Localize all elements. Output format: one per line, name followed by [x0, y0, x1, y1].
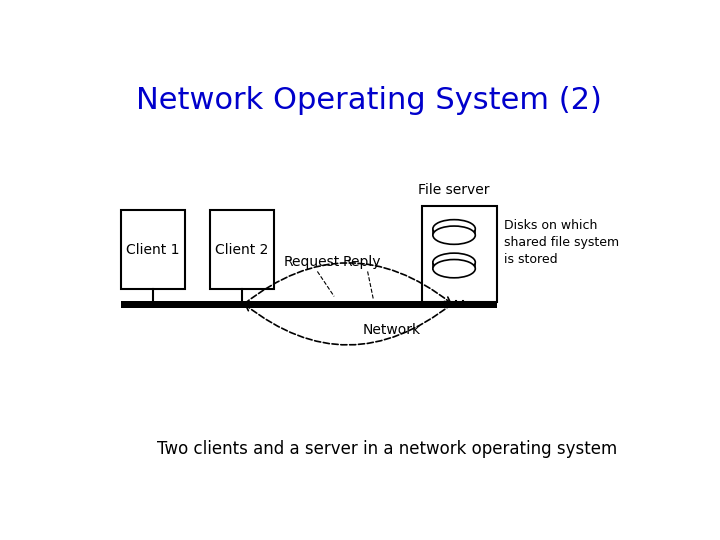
Text: Disks on which
shared file system
is stored: Disks on which shared file system is sto…	[504, 219, 619, 266]
Bar	[433, 229, 475, 235]
Bar	[210, 210, 274, 289]
Ellipse shape	[433, 220, 475, 238]
Text: Reply: Reply	[343, 255, 382, 269]
Ellipse shape	[433, 253, 475, 272]
Bar	[121, 210, 185, 289]
Text: Network: Network	[363, 322, 421, 336]
Text: Two clients and a server in a network operating system: Two clients and a server in a network op…	[157, 441, 617, 458]
Bar	[433, 262, 475, 269]
Ellipse shape	[433, 260, 475, 278]
Text: File server: File server	[418, 183, 490, 197]
Bar	[121, 301, 498, 308]
Text: Request: Request	[284, 255, 340, 269]
Text: Client 1: Client 1	[126, 243, 179, 257]
Ellipse shape	[433, 226, 475, 244]
Bar	[422, 206, 498, 302]
Text: Network Operating System (2): Network Operating System (2)	[136, 86, 602, 114]
Text: Client 2: Client 2	[215, 243, 269, 257]
